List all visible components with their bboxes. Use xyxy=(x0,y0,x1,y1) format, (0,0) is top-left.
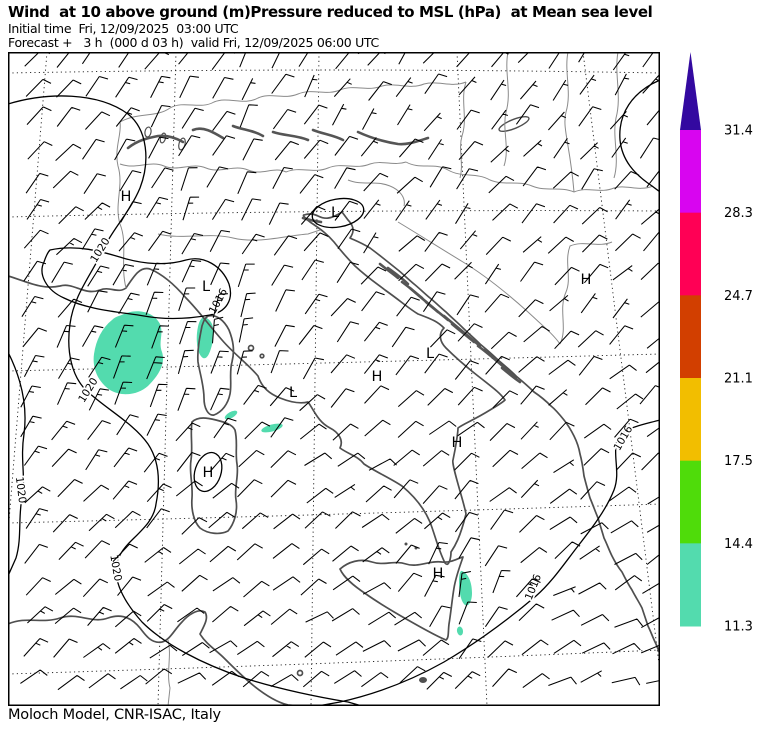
colorbar-segment xyxy=(680,378,701,462)
isobar-value-label: 1016 xyxy=(523,572,544,602)
colorbar-segment xyxy=(680,295,701,379)
colorbar-segment xyxy=(680,460,701,544)
isobar-1020-left-edge xyxy=(8,351,26,577)
isobar-value-label: 1020 xyxy=(76,376,100,405)
colorbar-triangle-top xyxy=(680,52,701,130)
wind-speed-colorbar: 31.4 28.3 24.7 21.1 17.5 14.4 11.3 xyxy=(680,52,753,635)
pressure-centers: H L L L H L H H H H xyxy=(121,189,592,582)
lake-garda xyxy=(178,137,186,151)
wind-barbs xyxy=(20,52,660,691)
isobar-1020-west xyxy=(8,95,365,706)
wind-barb-glyphs xyxy=(20,52,660,691)
pressure-center-h: H xyxy=(372,369,383,385)
coast-corsica xyxy=(196,314,235,416)
coast-north-africa xyxy=(8,610,301,706)
lake-maggiore xyxy=(144,126,152,138)
isobar-1016-ligurian xyxy=(41,247,232,320)
pressure-center-h: H xyxy=(433,566,444,582)
coastlines xyxy=(8,115,660,706)
isobar-high-sardinia xyxy=(193,451,223,493)
model-attribution: Moloch Model, CNR-ISAC, Italy xyxy=(8,707,221,723)
shaded-region-east-sicily xyxy=(459,570,472,606)
island-malta xyxy=(419,677,427,683)
isobar-value-label: 1020 xyxy=(107,554,123,582)
island-pantelleria xyxy=(296,669,304,677)
graticule-grid xyxy=(8,52,660,706)
shaded-region-north-tyrrhenian-1 xyxy=(224,410,238,420)
coast-italy-mainland xyxy=(8,211,506,566)
pressure-center-l: L xyxy=(289,385,297,401)
colorbar-tick-label: 21.1 xyxy=(724,372,753,387)
colorbar-tick-label: 11.3 xyxy=(724,620,753,635)
isobar-contours xyxy=(8,79,660,706)
isobar-1016-north-adriatic xyxy=(311,197,365,229)
pressure-center-h: H xyxy=(581,272,592,288)
island-aeolian-1 xyxy=(404,542,408,546)
colorbar-segment xyxy=(680,212,701,296)
map-frame xyxy=(8,52,660,706)
colorbar-segment xyxy=(680,130,701,214)
coast-east-adriatic xyxy=(341,211,660,655)
colorbar-tick-label: 31.4 xyxy=(724,124,753,139)
coast-sardinia xyxy=(189,417,239,535)
lake-balaton xyxy=(498,115,530,133)
pressure-center-h: H xyxy=(452,435,463,451)
colorbar-tick-label: 28.3 xyxy=(724,206,753,221)
isobar-1016-top-right xyxy=(619,79,660,193)
island-elba xyxy=(247,344,255,352)
pressure-center-l: L xyxy=(426,346,434,362)
shaded-region-south-east-sicily xyxy=(456,626,464,636)
isobar-value-label: 1016 xyxy=(207,286,230,316)
initial-time-line: Initial time Fri, 12/09/2025 03:00 UTC xyxy=(8,21,239,36)
colorbar-tick-label: 14.4 xyxy=(724,537,753,552)
pressure-center-l: L xyxy=(202,279,210,295)
wind-speed-shading xyxy=(93,311,472,636)
country-borders xyxy=(116,52,654,706)
colorbar-tick-label: 17.5 xyxy=(724,454,753,469)
terrain-marks xyxy=(126,124,522,384)
forecast-line: Forecast + 3 h (000 d 03 h) valid Fri, 1… xyxy=(8,35,379,50)
pressure-center-h: H xyxy=(203,465,214,481)
isobar-1016-ionian xyxy=(312,419,660,706)
shaded-region-ligurian-sea xyxy=(93,311,164,395)
colorbar-tick-label: 24.7 xyxy=(724,289,753,304)
colorbar-segment xyxy=(680,543,701,627)
isobar-value-label: 1016 xyxy=(612,423,636,452)
coast-sicily xyxy=(339,556,464,641)
isobar-value-label: 1020 xyxy=(13,476,28,504)
plot-title: Wind at 10 above ground (m)Pressure redu… xyxy=(8,3,653,21)
island-tuscan xyxy=(259,353,265,359)
pressure-center-h: H xyxy=(121,189,132,205)
shaded-region-north-tyrrhenian-2 xyxy=(261,423,283,433)
pressure-center-l: L xyxy=(331,205,339,221)
